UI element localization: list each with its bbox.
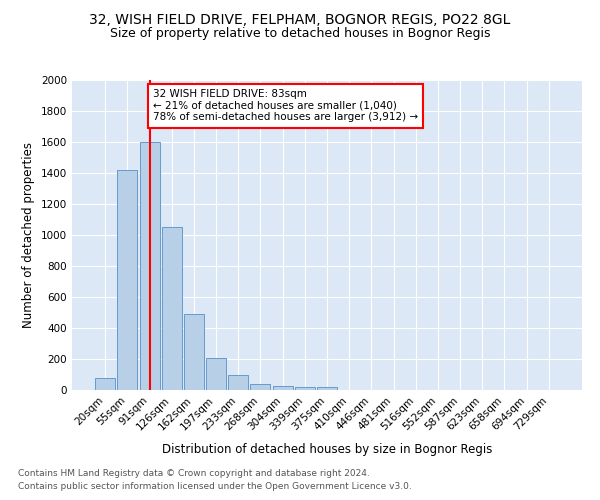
Text: Size of property relative to detached houses in Bognor Regis: Size of property relative to detached ho… [110, 28, 490, 40]
Text: Contains HM Land Registry data © Crown copyright and database right 2024.: Contains HM Land Registry data © Crown c… [18, 468, 370, 477]
Text: 32, WISH FIELD DRIVE, FELPHAM, BOGNOR REGIS, PO22 8GL: 32, WISH FIELD DRIVE, FELPHAM, BOGNOR RE… [89, 12, 511, 26]
X-axis label: Distribution of detached houses by size in Bognor Regis: Distribution of detached houses by size … [162, 443, 492, 456]
Bar [317, 387, 337, 390]
Bar [295, 387, 315, 390]
Y-axis label: Number of detached properties: Number of detached properties [22, 142, 35, 328]
Bar [250, 384, 271, 390]
Bar [140, 142, 160, 390]
Bar [118, 170, 137, 390]
Bar [95, 378, 115, 390]
Text: 32 WISH FIELD DRIVE: 83sqm
← 21% of detached houses are smaller (1,040)
78% of s: 32 WISH FIELD DRIVE: 83sqm ← 21% of deta… [153, 90, 418, 122]
Bar [184, 314, 204, 390]
Bar [206, 358, 226, 390]
Bar [228, 374, 248, 390]
Bar [272, 386, 293, 390]
Text: Contains public sector information licensed under the Open Government Licence v3: Contains public sector information licen… [18, 482, 412, 491]
Bar [162, 227, 182, 390]
